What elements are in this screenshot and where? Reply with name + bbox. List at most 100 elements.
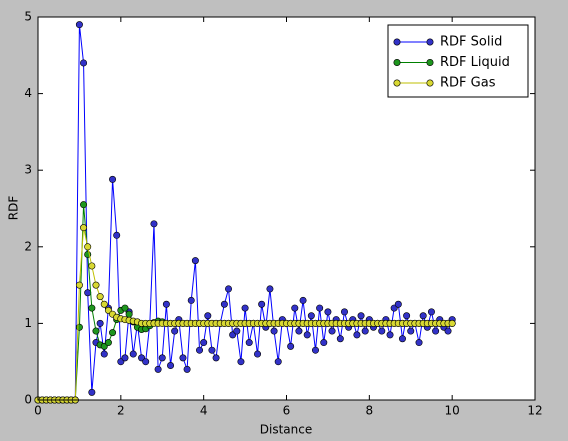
y-tick-label: 4 — [24, 86, 32, 100]
data-point — [191, 257, 199, 265]
data-point — [287, 342, 295, 350]
data-point — [187, 296, 195, 304]
data-point — [225, 285, 233, 293]
data-point — [84, 243, 92, 251]
data-point — [96, 293, 104, 301]
data-point — [432, 327, 440, 335]
data-point — [208, 346, 216, 354]
data-point — [142, 358, 150, 366]
data-point — [320, 339, 328, 347]
data-point — [212, 354, 220, 362]
data-point — [398, 335, 406, 343]
data-point — [361, 327, 369, 335]
data-point — [316, 304, 324, 312]
data-point — [336, 335, 344, 343]
data-point — [92, 327, 100, 335]
data-point — [200, 339, 208, 347]
data-point — [104, 339, 112, 347]
data-point — [394, 300, 402, 308]
data-point — [125, 310, 133, 318]
data-point — [80, 59, 88, 67]
legend-label: RDF Liquid — [440, 55, 510, 70]
data-point — [88, 304, 96, 312]
data-point — [84, 289, 92, 297]
data-point — [254, 350, 262, 358]
data-point — [307, 312, 315, 320]
data-point — [220, 300, 228, 308]
data-point — [303, 331, 311, 339]
x-tick-label: 0 — [34, 404, 42, 418]
data-point — [121, 354, 129, 362]
y-axis-label: RDF — [7, 196, 21, 221]
data-point — [299, 296, 307, 304]
x-axis-label: Distance — [260, 423, 312, 437]
data-point — [407, 327, 415, 335]
data-point — [171, 327, 179, 335]
data-point — [162, 300, 170, 308]
legend-marker — [393, 58, 401, 66]
data-point — [167, 362, 175, 370]
data-point — [357, 312, 365, 320]
data-point — [340, 308, 348, 316]
data-point — [109, 175, 117, 183]
y-tick-label: 5 — [24, 10, 32, 24]
x-tick-label: 8 — [366, 404, 374, 418]
data-point — [237, 358, 245, 366]
data-point — [113, 231, 121, 239]
data-point — [266, 285, 274, 293]
data-point — [295, 327, 303, 335]
data-point — [419, 312, 427, 320]
data-point — [328, 327, 336, 335]
legend-marker — [426, 38, 434, 46]
x-tick-label: 4 — [200, 404, 208, 418]
legend-label: RDF Gas — [440, 76, 496, 91]
data-point — [233, 327, 241, 335]
data-point — [448, 319, 456, 327]
data-point — [386, 331, 394, 339]
data-point — [274, 358, 282, 366]
data-point — [129, 350, 137, 358]
legend-marker — [393, 79, 401, 87]
data-point — [403, 312, 411, 320]
legend-marker — [426, 58, 434, 66]
data-point — [150, 220, 158, 228]
legend-label: RDF Solid — [440, 35, 502, 50]
x-tick-label: 2 — [117, 404, 125, 418]
data-point — [154, 365, 162, 373]
data-point — [100, 300, 108, 308]
data-point — [183, 365, 191, 373]
data-point — [80, 201, 88, 209]
data-point — [75, 21, 83, 29]
data-point — [258, 300, 266, 308]
data-point — [109, 329, 117, 337]
data-point — [96, 319, 104, 327]
data-point — [158, 354, 166, 362]
data-point — [88, 388, 96, 396]
data-point — [80, 224, 88, 232]
data-point — [75, 281, 83, 289]
data-point — [88, 262, 96, 270]
x-tick-label: 6 — [283, 404, 291, 418]
y-tick-label: 1 — [24, 316, 32, 330]
y-tick-label: 3 — [24, 163, 32, 177]
data-point — [324, 308, 332, 316]
legend-marker — [393, 38, 401, 46]
legend-marker — [426, 79, 434, 87]
legend-box — [387, 24, 529, 98]
data-point — [291, 304, 299, 312]
data-point — [75, 323, 83, 331]
data-point — [92, 281, 100, 289]
data-point — [444, 327, 452, 335]
x-tick-label: 12 — [527, 404, 542, 418]
y-tick-label: 2 — [24, 239, 32, 253]
data-point — [241, 304, 249, 312]
data-point — [311, 346, 319, 354]
data-point — [204, 312, 212, 320]
data-point — [100, 350, 108, 358]
data-point — [415, 339, 423, 347]
y-tick-label: 0 — [24, 393, 32, 407]
axes-frame — [37, 16, 536, 401]
data-point — [427, 308, 435, 316]
data-point — [353, 331, 361, 339]
